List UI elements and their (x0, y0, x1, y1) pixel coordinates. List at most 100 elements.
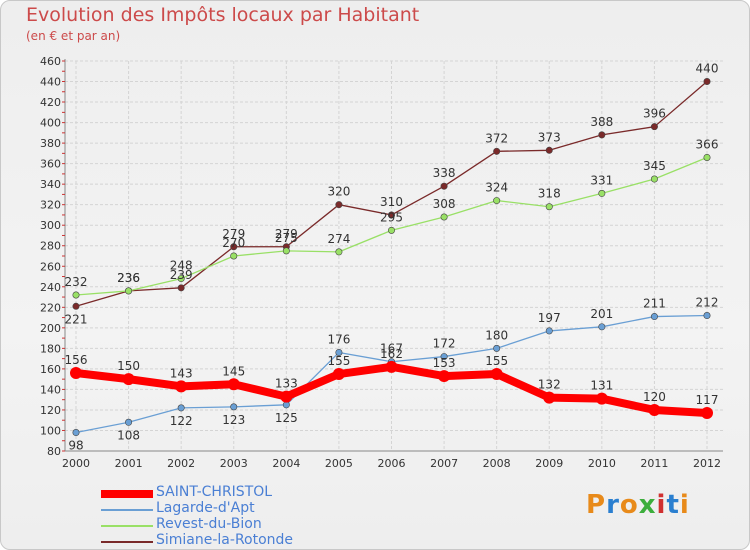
data-point (335, 348, 343, 356)
data-label: 372 (485, 131, 508, 145)
data-point (648, 403, 661, 416)
y-tick-label: 440 (40, 76, 61, 89)
data-point (598, 323, 606, 331)
data-point (493, 197, 501, 205)
logo-letter: o (619, 490, 639, 520)
data-label: 239 (170, 268, 193, 282)
data-point (543, 391, 556, 404)
data-label: 318 (538, 187, 561, 201)
data-label: 132 (538, 378, 561, 392)
data-label: 125 (275, 411, 298, 425)
data-point (440, 353, 448, 361)
legend-item: Revest-du-Bion (101, 516, 351, 533)
data-point (493, 344, 501, 352)
y-tick-label: 380 (40, 137, 61, 150)
logo-letter: x (638, 490, 657, 520)
data-point (125, 287, 133, 295)
data-label: 324 (485, 181, 508, 195)
legend-label: Revest-du-Bion (156, 516, 262, 532)
data-label: 331 (590, 173, 613, 187)
data-point (703, 78, 711, 86)
proxiti-logo: Proxiti (586, 490, 690, 520)
data-point (440, 182, 448, 190)
y-tick-label: 180 (40, 342, 61, 355)
data-label: 98 (68, 439, 83, 453)
data-point (230, 252, 238, 260)
x-tick-label: 2006 (378, 457, 406, 470)
data-label: 279 (222, 227, 245, 241)
y-tick-label: 240 (40, 281, 61, 294)
legend-swatch (101, 525, 153, 527)
y-tick-label: 320 (40, 199, 61, 212)
legend-swatch (101, 490, 153, 498)
data-label: 180 (485, 328, 508, 342)
data-label: 270 (222, 236, 245, 250)
data-label: 145 (222, 364, 245, 378)
data-point (72, 429, 80, 437)
data-point (72, 302, 80, 310)
data-label: 133 (275, 377, 298, 391)
x-tick-label: 2004 (272, 457, 300, 470)
data-point (282, 247, 290, 255)
data-label: 131 (590, 379, 613, 393)
legend-item: SAINT-CHRISTOL (101, 484, 351, 501)
data-point (72, 291, 80, 299)
x-tick-label: 2008 (483, 457, 511, 470)
data-point (175, 380, 188, 393)
legend-item: Simiane-la-Rotonde (101, 532, 351, 549)
data-label: 122 (170, 414, 193, 428)
data-point (387, 211, 395, 219)
y-tick-label: 80 (47, 445, 61, 458)
y-tick-label: 280 (40, 240, 61, 253)
data-label: 279 (275, 227, 298, 241)
data-point (545, 327, 553, 335)
y-tick-label: 300 (40, 219, 61, 232)
data-label: 236 (117, 271, 140, 285)
y-tick-label: 220 (40, 301, 61, 314)
data-point (438, 370, 451, 383)
y-tick-label: 160 (40, 363, 61, 376)
data-point (230, 243, 238, 251)
y-tick-label: 100 (40, 424, 61, 437)
logo-letter: i (656, 490, 667, 520)
data-point (177, 284, 185, 292)
y-tick-label: 120 (40, 404, 61, 417)
data-point (332, 368, 345, 381)
legend-label: SAINT-CHRISTOL (156, 484, 273, 500)
data-point (70, 367, 82, 379)
data-label: 248 (170, 259, 193, 273)
data-label: 308 (433, 197, 456, 211)
logo-letter: t (666, 490, 680, 520)
y-tick-label: 200 (40, 322, 61, 335)
data-point (701, 407, 713, 420)
legend-label: Simiane-la-Rotonde (156, 532, 294, 548)
data-label: 156 (65, 353, 88, 367)
data-point (650, 175, 658, 183)
chart-title: Evolution des Impôts locaux par Habitant (26, 4, 420, 26)
data-point (335, 201, 343, 209)
data-point (703, 153, 711, 161)
y-tick-label: 360 (40, 158, 61, 171)
x-tick-label: 2003 (220, 457, 248, 470)
x-tick-label: 2001 (115, 457, 143, 470)
data-label: 212 (696, 296, 719, 310)
data-point (387, 226, 395, 234)
data-point (598, 189, 606, 197)
data-label: 221 (65, 312, 88, 326)
chart-subtitle: (en € et par an) (26, 29, 121, 43)
x-tick-label: 2005 (325, 457, 353, 470)
data-point (227, 378, 240, 391)
x-tick-label: 2009 (535, 457, 563, 470)
data-point (440, 213, 448, 221)
data-label: 162 (380, 347, 403, 361)
data-label: 155 (327, 354, 350, 368)
data-label: 201 (590, 307, 613, 321)
data-label: 211 (643, 297, 666, 311)
data-point (598, 131, 606, 139)
data-label: 310 (380, 195, 403, 209)
data-point (177, 275, 185, 283)
data-label: 120 (643, 390, 666, 404)
data-label: 338 (433, 166, 456, 180)
data-point (490, 368, 503, 381)
data-point (230, 403, 238, 411)
